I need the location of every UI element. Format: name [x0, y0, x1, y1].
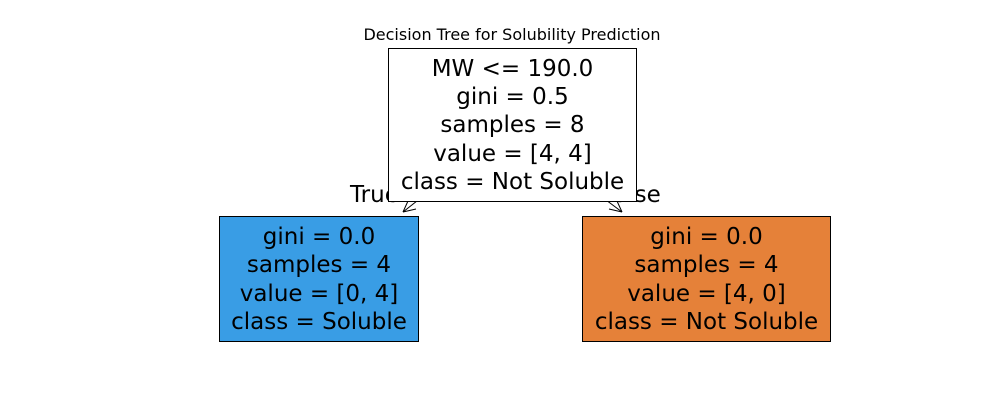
- node-value: value = [0, 4]: [240, 281, 399, 307]
- node-samples: samples = 4: [634, 252, 778, 278]
- node-samples: samples = 8: [440, 112, 584, 138]
- node-box: [388, 48, 637, 202]
- node-gini: gini = 0.5: [456, 84, 568, 110]
- node-gini: gini = 0.0: [650, 224, 762, 250]
- node-gini: gini = 0.0: [263, 224, 375, 250]
- edge-left-arrowhead: [402, 200, 417, 213]
- node-class: class = Not Soluble: [595, 309, 818, 335]
- node-value: value = [4, 4]: [433, 141, 592, 167]
- node-split-condition: MW <= 190.0: [432, 56, 594, 82]
- tree-node-root: MW <= 190.0 gini = 0.5 samples = 8 value…: [388, 48, 637, 202]
- node-value: value = [4, 0]: [627, 281, 786, 307]
- diagram-title: Decision Tree for Solubility Prediction: [363, 25, 660, 44]
- tree-node-left: gini = 0.0 samples = 4 value = [0, 4] cl…: [219, 216, 419, 342]
- tree-node-right: gini = 0.0 samples = 4 value = [4, 0] cl…: [582, 216, 831, 342]
- node-box: [582, 216, 831, 342]
- node-box: [219, 216, 419, 342]
- node-samples: samples = 4: [247, 252, 391, 278]
- edge-right-arrowhead: [608, 200, 623, 213]
- node-class: class = Soluble: [231, 309, 407, 335]
- node-class: class = Not Soluble: [401, 169, 624, 195]
